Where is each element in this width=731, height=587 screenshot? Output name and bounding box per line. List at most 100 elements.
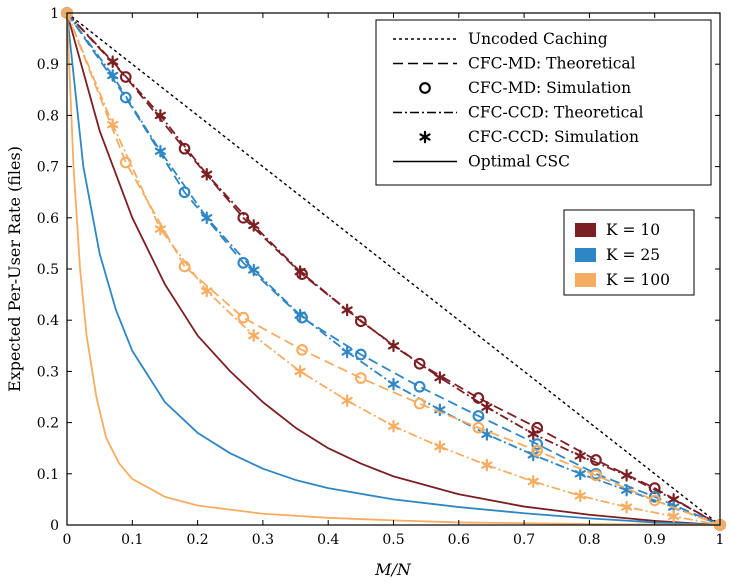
circle-marker-k25-3 bbox=[237, 257, 250, 269]
circle-marker-k100-10 bbox=[648, 494, 661, 507]
star-marker-k10-8 bbox=[434, 371, 446, 384]
style-legend-label: CFC-CCD: Simulation bbox=[468, 128, 639, 146]
style-legend-items: Uncoded Caching CFC-MD: Theoretical CFC-MD… bbox=[393, 30, 644, 171]
circle-marker-k25-1 bbox=[119, 91, 132, 104]
series-line-uncoded-dotted bbox=[66, 12, 721, 526]
star-marker-k25-2 bbox=[154, 144, 166, 158]
x-tick-label: 0.1 bbox=[121, 532, 143, 548]
circle-marker-k10-6 bbox=[413, 357, 426, 370]
star-marker-k25-12 bbox=[621, 483, 633, 497]
star-marker-k10-5 bbox=[294, 265, 306, 278]
y-tick-label: 0.9 bbox=[37, 57, 59, 73]
star-marker-k100-12 bbox=[621, 500, 633, 514]
y-tick-label: 0 bbox=[50, 518, 59, 534]
star-marker-k25-11 bbox=[574, 467, 586, 481]
star-marker-k100-5 bbox=[294, 365, 306, 378]
star-marker-k10-4 bbox=[248, 219, 260, 232]
star-marker-k100-6 bbox=[341, 394, 353, 407]
k-legend-entry-1: K = 25 bbox=[575, 246, 660, 264]
circle-marker-k100-1 bbox=[119, 156, 132, 169]
series-line-k25-dashed bbox=[66, 12, 721, 526]
star-marker-k100-11 bbox=[574, 489, 586, 503]
star-marker-k25-3 bbox=[201, 211, 213, 225]
circle-marker-k10-7 bbox=[472, 392, 485, 404]
style-legend-entry-4: CFC-CCD: Simulation bbox=[419, 128, 639, 146]
star-marker-k10-2 bbox=[154, 109, 166, 122]
circle-marker-k25-5 bbox=[355, 348, 367, 361]
star-marker-k100-3 bbox=[201, 284, 213, 298]
style-legend-label: Optimal CSC bbox=[468, 153, 570, 171]
circle-marker-k100-6 bbox=[413, 397, 426, 410]
style-legend-entry-3: CFC-CCD: Theoretical bbox=[393, 104, 644, 122]
star-marker-k100-13 bbox=[668, 509, 680, 523]
star-marker-k100-4 bbox=[248, 329, 260, 342]
circle-marker-k10-9 bbox=[590, 454, 602, 466]
circle-marker-k25-2 bbox=[178, 186, 191, 199]
star-marker-k10-3 bbox=[201, 167, 213, 181]
circle-marker-k100-3 bbox=[237, 311, 250, 324]
style-legend-entry-2: CFC-MD: Simulation bbox=[419, 79, 631, 97]
star-marker-k10-9 bbox=[481, 400, 493, 414]
k-legend-swatch bbox=[575, 223, 596, 237]
style-legend-label: Uncoded Caching bbox=[468, 30, 608, 48]
x-tick-label: 1 bbox=[716, 532, 725, 548]
star-marker-k100-2 bbox=[154, 222, 166, 236]
y-tick-label: 0.7 bbox=[37, 160, 59, 176]
style-legend-entry-1: CFC-MD: Theoretical bbox=[393, 55, 636, 73]
star-marker-k100-7 bbox=[387, 419, 400, 433]
star-marker-k10-1 bbox=[107, 55, 119, 68]
y-tick-label: 0.8 bbox=[37, 108, 59, 124]
x-tick-label: 0.3 bbox=[252, 532, 274, 548]
k-legend-swatch bbox=[575, 248, 596, 262]
y-tick-label: 0.5 bbox=[37, 262, 59, 278]
x-tick-label: 0.5 bbox=[382, 532, 404, 548]
circle-marker-k25-6 bbox=[413, 380, 426, 393]
star-marker-k25-6 bbox=[341, 345, 353, 359]
circle-marker-k100-5 bbox=[355, 372, 367, 384]
series-line-k10-dashed bbox=[66, 12, 721, 526]
series-line-k25-solid bbox=[66, 12, 721, 526]
style-legend-label: CFC-MD: Simulation bbox=[468, 79, 631, 97]
legend-star-sample bbox=[419, 130, 431, 144]
circle-marker-k10-2 bbox=[178, 142, 191, 155]
circle-marker-k10-3 bbox=[237, 211, 250, 224]
k-legend-swatch bbox=[575, 273, 596, 287]
k-legend-items: K = 10 K = 25 K = 100 bbox=[575, 221, 670, 289]
x-tick-label: 0.9 bbox=[644, 532, 666, 548]
x-tick-label: 0.6 bbox=[448, 532, 470, 548]
k-legend-label: K = 100 bbox=[606, 271, 670, 289]
circle-marker-k10-5 bbox=[355, 315, 367, 328]
style-legend-entry-5: Optimal CSC bbox=[393, 153, 570, 171]
style-legend: Uncoded Caching CFC-MD: Theoretical CFC-MD… bbox=[375, 19, 712, 186]
x-tick-label: 0.4 bbox=[317, 532, 339, 548]
x-tick-label: 0.8 bbox=[578, 532, 600, 548]
k-legend: K = 10 K = 25 K = 100 bbox=[563, 209, 695, 296]
circle-marker-k100-4 bbox=[296, 344, 308, 356]
x-tick-label: 0 bbox=[63, 532, 72, 548]
star-marker-k10-11 bbox=[574, 449, 586, 463]
k-legend-label: K = 10 bbox=[606, 221, 660, 239]
star-marker-k100-8 bbox=[434, 440, 446, 453]
circle-marker-k25-8 bbox=[531, 438, 544, 450]
star-marker-k100-9 bbox=[481, 458, 493, 472]
y-tick-label: 0.2 bbox=[37, 416, 59, 432]
star-marker-k10-6 bbox=[341, 303, 353, 317]
star-marker-k10-7 bbox=[387, 339, 400, 353]
y-tick-label: 0.6 bbox=[37, 211, 59, 227]
style-legend-box bbox=[375, 19, 712, 186]
circle-marker-k100-7 bbox=[472, 421, 485, 434]
x-tick-label: 0.2 bbox=[186, 532, 208, 548]
y-tick-label: 1 bbox=[50, 6, 59, 22]
k-legend-entry-2: K = 100 bbox=[575, 271, 670, 289]
k-legend-label: K = 25 bbox=[606, 246, 660, 264]
circle-marker-k25-10 bbox=[648, 490, 661, 503]
circle-marker-k100-9 bbox=[590, 469, 602, 482]
markers-k10-ccd-sim bbox=[61, 6, 726, 532]
ticks-layer: 0 0.1 0.2 0.3 0.4 0.5 0.6 0.7 0.8 0.9 1 0 0.1 0.2 0.3 0… bbox=[37, 6, 725, 548]
star-marker-k25-5 bbox=[294, 308, 306, 322]
style-legend-entry-0: Uncoded Caching bbox=[393, 30, 608, 48]
series-line-k100-solid bbox=[66, 12, 721, 526]
style-legend-label: CFC-CCD: Theoretical bbox=[468, 104, 644, 122]
star-marker-k100-1 bbox=[107, 118, 119, 131]
